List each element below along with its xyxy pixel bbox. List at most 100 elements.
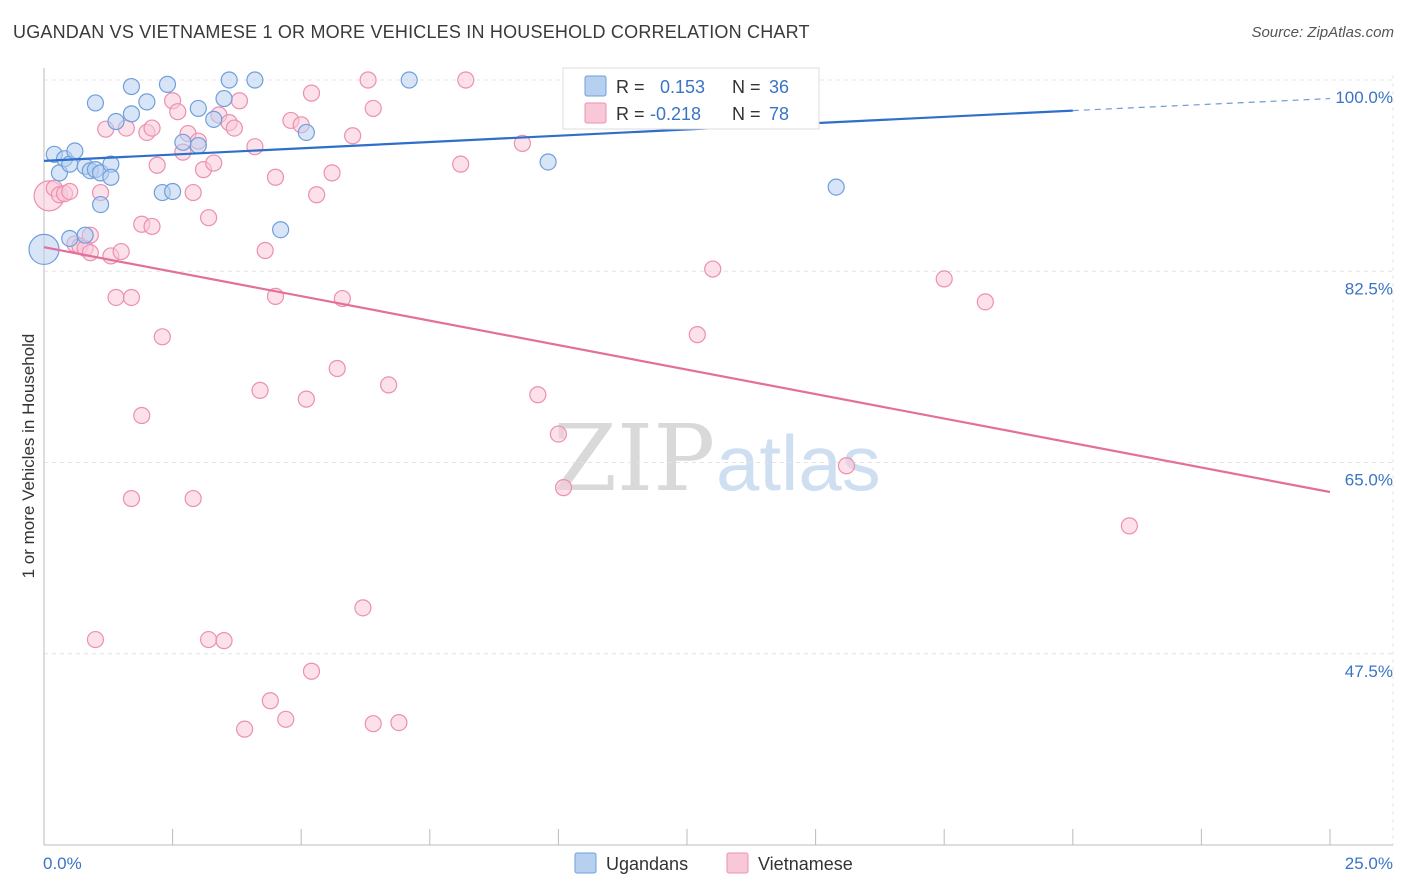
trend-lines xyxy=(43,97,1331,494)
vietnamese-point-63 xyxy=(364,99,382,118)
vietnamese-point-70 xyxy=(549,425,568,443)
vietnamese-point-40 xyxy=(225,119,243,137)
vietnamese-point-72 xyxy=(688,326,706,344)
vietnamese-point-53 xyxy=(302,662,321,680)
vietnamese-point-57 xyxy=(328,359,346,378)
ugandan-point-27 xyxy=(215,89,233,108)
ugandan-point-29 xyxy=(246,71,264,89)
watermark: ZIP atlas xyxy=(553,405,881,512)
vietnamese-point-71 xyxy=(554,479,573,497)
ugandan-point-22 xyxy=(164,182,182,201)
vietnamese-point-43 xyxy=(246,138,264,156)
vietnamese-r-value: -0.218 xyxy=(650,104,701,124)
vietnamese-point-52 xyxy=(297,390,315,408)
vietnamese-point-27 xyxy=(169,103,187,121)
ugandan-point-24 xyxy=(189,136,207,155)
ugandans-n-value: 36 xyxy=(769,77,789,97)
vietnamese-point-35 xyxy=(200,630,218,649)
ugandan-point-6 xyxy=(66,142,84,160)
ugandan-point-30 xyxy=(272,221,290,239)
vietnamese-point-14 xyxy=(107,288,125,307)
ugandan-point-12 xyxy=(91,195,110,214)
vietnamese-trend-line xyxy=(43,246,1331,494)
ugandan-point-25 xyxy=(189,99,207,118)
ugandans-trend-extension xyxy=(1072,97,1331,112)
vietnamese-point-49 xyxy=(277,710,295,728)
vietnamese-point-41 xyxy=(230,92,249,110)
vietnamese-n-label: N = xyxy=(732,104,761,124)
vietnamese-point-64 xyxy=(380,376,398,394)
vietnamese-point-67 xyxy=(457,71,475,89)
vietnamese-point-18 xyxy=(122,489,141,508)
ugandan-point-32 xyxy=(400,71,418,89)
ugandans-r-label: R = xyxy=(616,77,645,97)
ugandan-point-23 xyxy=(174,133,192,151)
y-tick-label-2: 65.0% xyxy=(1345,471,1393,490)
y-tick-label-0: 100.0% xyxy=(1335,88,1393,107)
vietnamese-point-60 xyxy=(354,599,372,617)
vietnamese-point-69 xyxy=(529,386,547,404)
ugandan-point-28 xyxy=(220,71,238,89)
vietnamese-swatch xyxy=(584,102,607,124)
vietnamese-point-66 xyxy=(452,155,470,173)
ugandan-point-33 xyxy=(539,153,557,171)
stats-legend: R = 0.153 N = 36 R = -0.218 N = 78 xyxy=(562,67,820,130)
vietnamese-point-54 xyxy=(302,84,321,102)
vietnamese-point-38 xyxy=(215,632,233,650)
ugandans-r-value: 0.153 xyxy=(660,77,705,97)
vietnamese-point-59 xyxy=(344,127,362,145)
vietnamese-point-73 xyxy=(704,260,722,278)
series-legend: Ugandans Vietnamese xyxy=(574,852,853,874)
vietnamese-point-42 xyxy=(236,720,254,738)
vietnamese-point-17 xyxy=(122,288,141,307)
watermark-zip: ZIP xyxy=(553,405,715,512)
vietnamese-point-31 xyxy=(184,183,202,202)
vietnamese-point-10 xyxy=(86,630,105,649)
y-axis-label: 1 or more Vehicles in Household xyxy=(19,334,38,579)
ugandan-point-26 xyxy=(205,110,223,128)
legend-ugandans-label: Ugandans xyxy=(606,854,688,874)
vietnamese-point-77 xyxy=(1120,517,1138,535)
ugandans-swatch xyxy=(584,75,607,97)
y-tick-label-1: 82.5% xyxy=(1345,279,1393,298)
y-tick-label-3: 47.5% xyxy=(1345,662,1393,681)
vietnamese-r-label: R = xyxy=(616,104,645,124)
ugandan-point-8 xyxy=(76,226,94,244)
vietnamese-point-46 xyxy=(261,692,279,710)
legend-vietnamese-swatch xyxy=(726,852,749,874)
vietnamese-point-75 xyxy=(935,270,953,288)
vietnamese-point-61 xyxy=(359,71,377,89)
vietnamese-point-4 xyxy=(61,182,79,201)
vietnamese-point-44 xyxy=(251,381,269,399)
vietnamese-point-76 xyxy=(976,293,994,311)
vietnamese-point-15 xyxy=(112,242,130,261)
vietnamese-point-25 xyxy=(153,328,171,346)
vietnamese-point-30 xyxy=(184,489,202,508)
ugandans-trend-line xyxy=(43,109,1073,162)
vietnamese-point-55 xyxy=(308,186,326,204)
vietnamese-point-65 xyxy=(390,713,408,732)
legend-ugandans-swatch xyxy=(574,852,597,874)
ugandan-point-18 xyxy=(122,77,141,96)
ugandan-point-34 xyxy=(827,178,845,196)
vietnamese-n-value: 78 xyxy=(769,104,789,124)
vietnamese-point-74 xyxy=(837,457,856,475)
vietnamese-point-20 xyxy=(133,406,151,425)
chart-title: UGANDAN VS VIETNAMESE 1 OR MORE VEHICLES… xyxy=(13,22,810,42)
source-label: Source: ZipAtlas.com xyxy=(1251,24,1394,41)
vietnamese-point-36 xyxy=(205,154,223,172)
ugandan-point-31 xyxy=(297,123,315,142)
x-tick-label-min: 0.0% xyxy=(43,854,82,873)
vietnamese-point-22 xyxy=(143,119,161,137)
ugandan-point-11 xyxy=(86,94,105,112)
vietnamese-point-68 xyxy=(513,134,531,152)
legend-vietnamese-label: Vietnamese xyxy=(758,854,853,874)
ugandan-point-21 xyxy=(158,75,177,93)
ugandans-n-label: N = xyxy=(732,77,761,97)
ugandan-point-19 xyxy=(138,93,156,111)
y-tick-labels: 100.0% 82.5% 65.0% 47.5% xyxy=(1335,88,1393,681)
vietnamese-point-24 xyxy=(148,156,166,174)
x-tick-label-max: 25.0% xyxy=(1345,854,1393,873)
vietnamese-point-45 xyxy=(256,241,274,260)
